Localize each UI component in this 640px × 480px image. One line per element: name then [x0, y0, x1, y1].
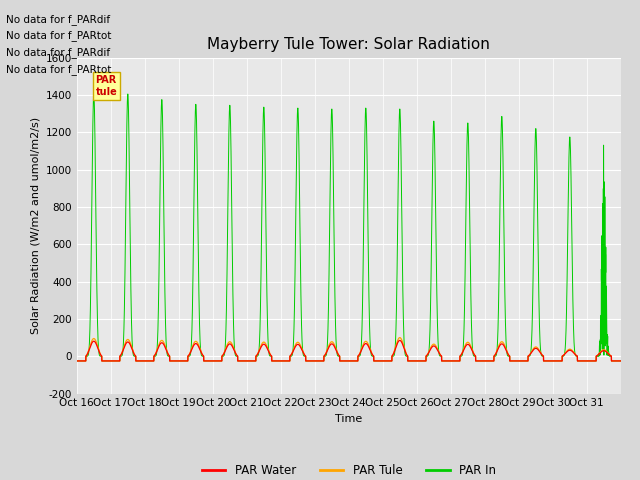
Y-axis label: Solar Radiation (W/m2 and umol/m2/s): Solar Radiation (W/m2 and umol/m2/s): [30, 117, 40, 334]
Text: No data for f_PARtot: No data for f_PARtot: [6, 30, 112, 41]
Text: No data for f_PARdif: No data for f_PARdif: [6, 13, 111, 24]
X-axis label: Time: Time: [335, 414, 362, 424]
Text: PAR
tule: PAR tule: [95, 75, 117, 97]
Text: No data for f_PARdif: No data for f_PARdif: [6, 47, 111, 58]
Title: Mayberry Tule Tower: Solar Radiation: Mayberry Tule Tower: Solar Radiation: [207, 37, 490, 52]
Legend: PAR Water, PAR Tule, PAR In: PAR Water, PAR Tule, PAR In: [197, 459, 500, 480]
Text: No data for f_PARtot: No data for f_PARtot: [6, 64, 112, 75]
